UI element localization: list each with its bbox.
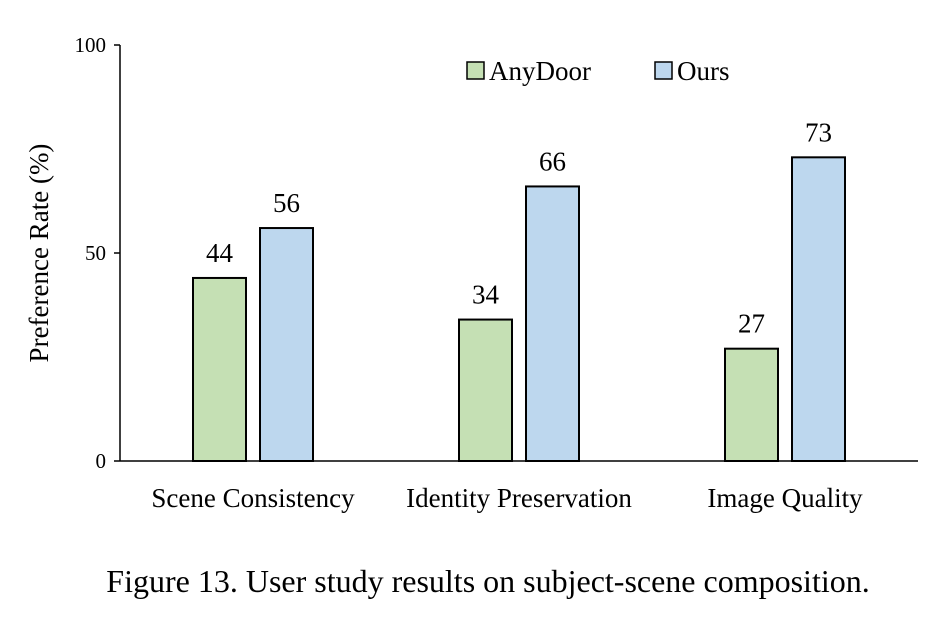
legend-label: AnyDoor [489, 56, 591, 86]
bar-anydoor [192, 276, 247, 462]
data-label: 66 [539, 146, 566, 176]
y-tick-label: 50 [85, 241, 106, 265]
bar-anydoor [724, 347, 779, 462]
y-axis-label: Preference Rate (%) [24, 144, 54, 363]
bar-ours [791, 156, 846, 462]
legend-swatch-anydoor [466, 61, 485, 80]
y-tick-label: 0 [96, 449, 107, 473]
figure-caption: Figure 13. User study results on subject… [106, 563, 869, 599]
data-label: 27 [738, 309, 765, 339]
x-tick-label: Scene Consistency [151, 483, 355, 513]
y-tick-label: 100 [75, 33, 107, 57]
data-label: 34 [472, 280, 500, 310]
bar-ours [259, 227, 314, 462]
bar-anydoor [458, 318, 513, 462]
x-tick-label: Image Quality [707, 483, 863, 513]
bar-ours [525, 185, 580, 462]
data-label: 73 [805, 117, 832, 147]
legend-label: Ours [677, 56, 730, 86]
legend-swatch-ours [654, 61, 673, 80]
data-label: 56 [273, 188, 300, 218]
x-tick-label: Identity Preservation [406, 483, 632, 513]
data-label: 44 [206, 238, 234, 268]
